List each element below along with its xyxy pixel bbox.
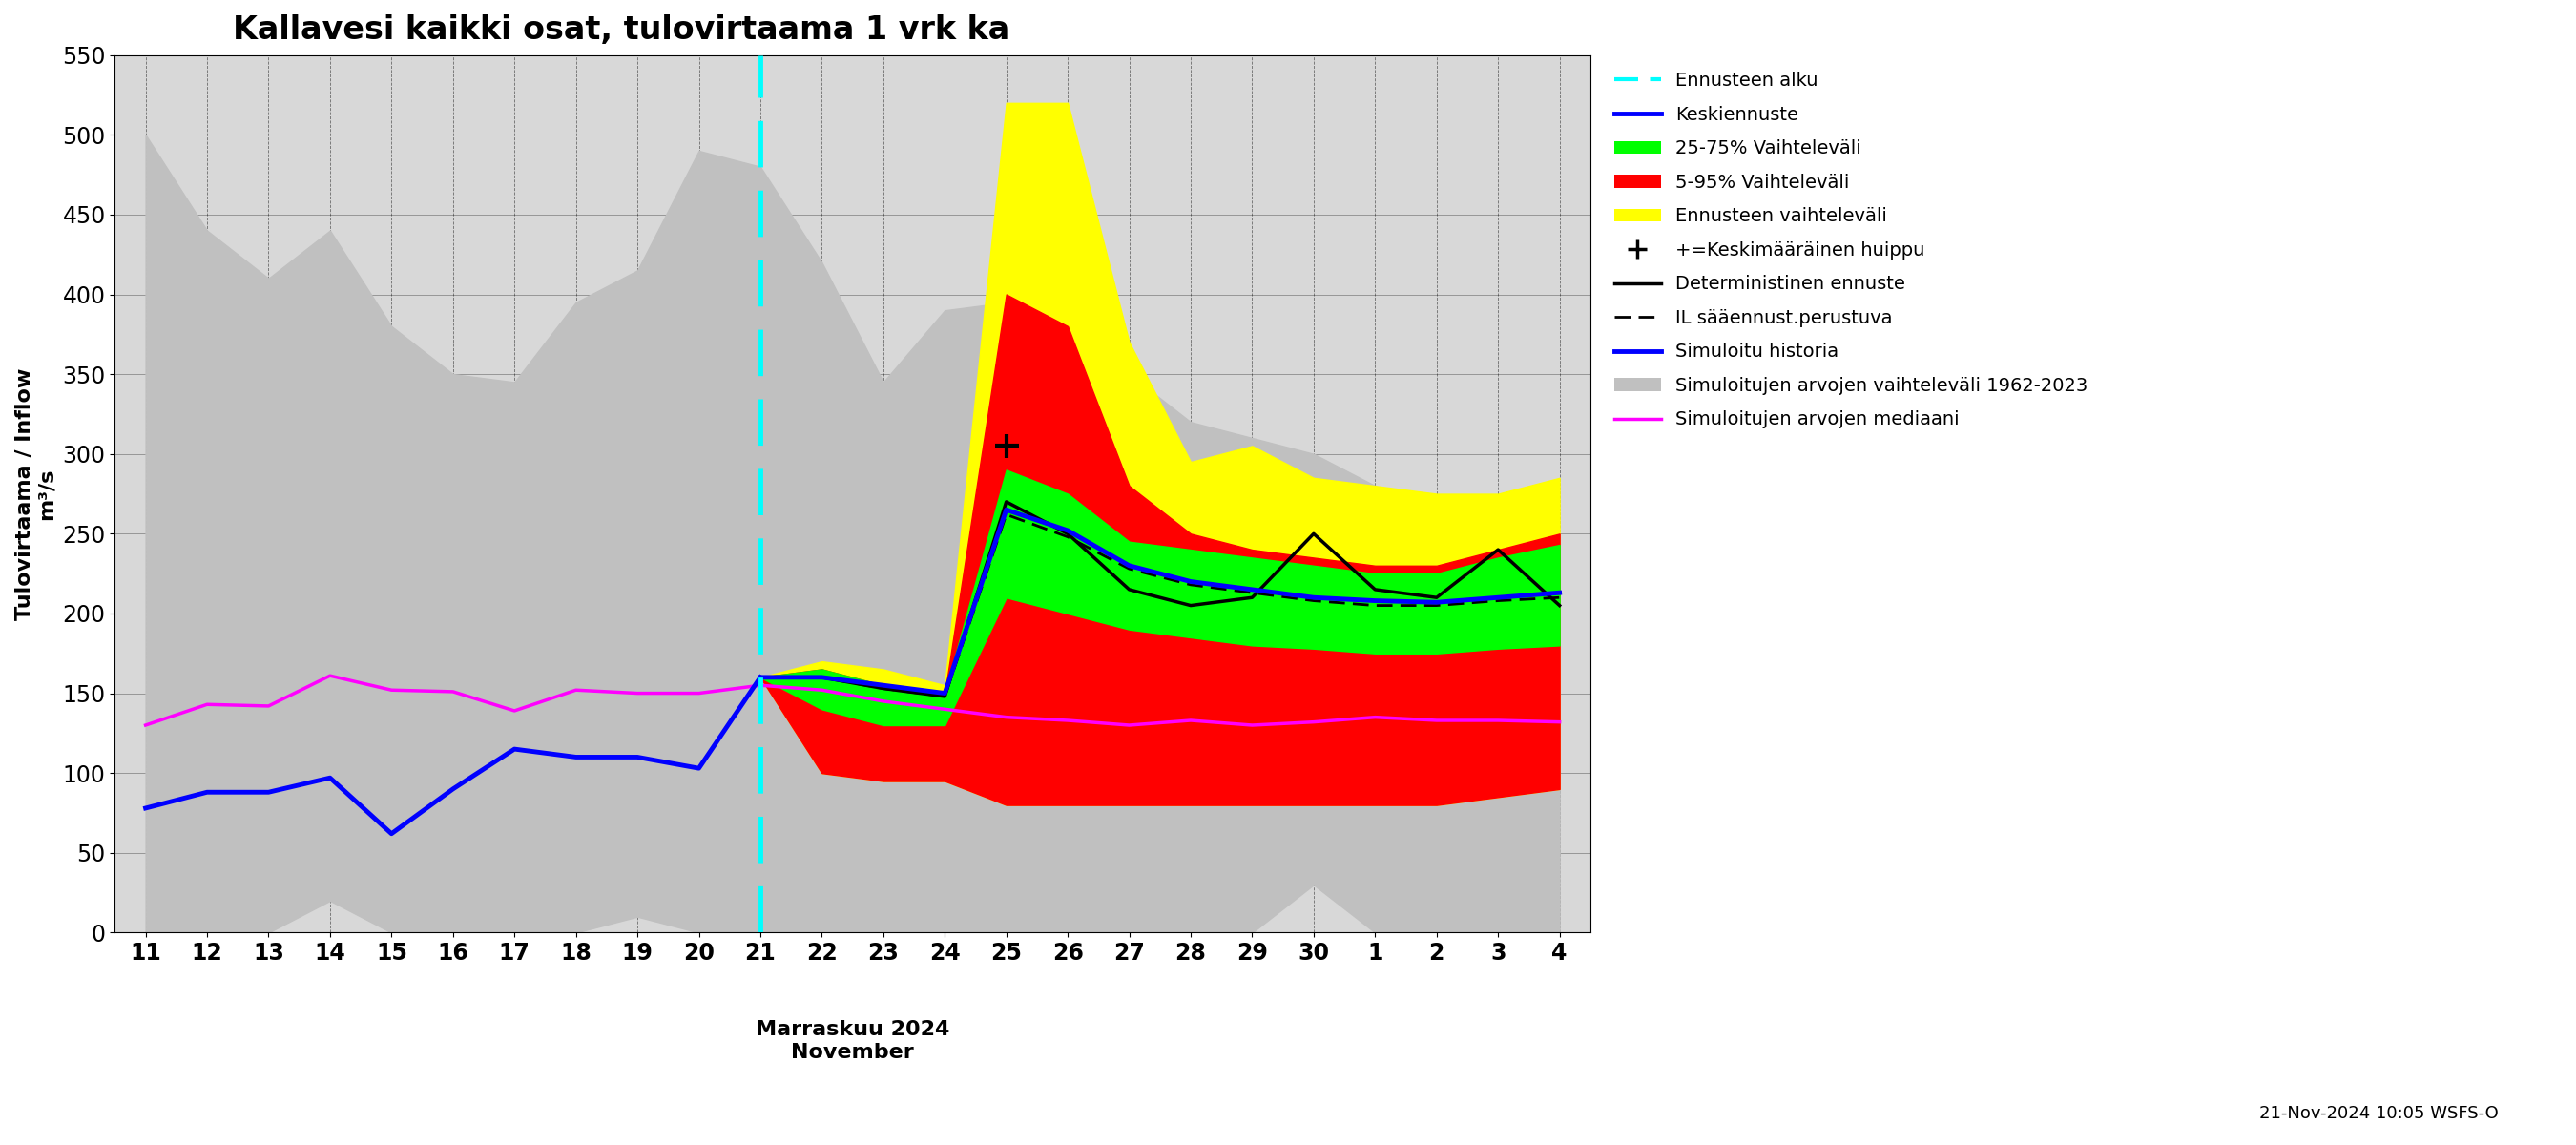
Text: Kallavesi kaikki osat, tulovirtaama 1 vrk ka: Kallavesi kaikki osat, tulovirtaama 1 vr…: [232, 14, 1010, 46]
Text: Marraskuu 2024
November: Marraskuu 2024 November: [755, 1020, 951, 1061]
Text: 21-Nov-2024 10:05 WSFS-O: 21-Nov-2024 10:05 WSFS-O: [2259, 1105, 2499, 1122]
Legend: Ennusteen alku, Keskiennuste, 25-75% Vaihteleväli, 5-95% Vaihteleväli, Ennusteen: Ennusteen alku, Keskiennuste, 25-75% Vai…: [1607, 64, 2094, 436]
Y-axis label: Tulovirtaama / Inflow
m³/s: Tulovirtaama / Inflow m³/s: [15, 368, 57, 619]
